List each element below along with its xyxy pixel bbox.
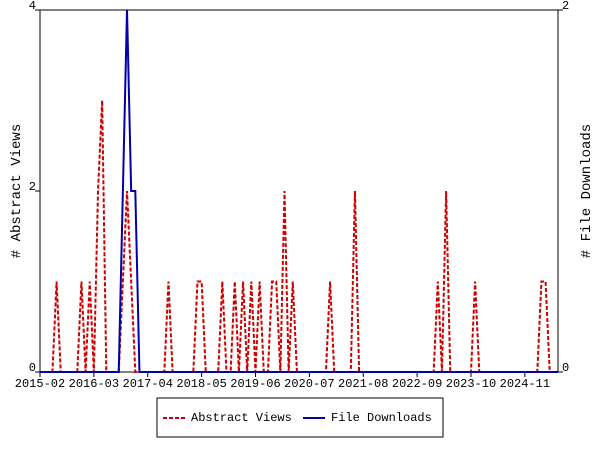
- x-tick-label: 2019-06: [230, 377, 280, 391]
- legend: [156, 397, 444, 438]
- x-tick-label: 2018-05: [176, 377, 226, 391]
- y-tick-label: 0: [29, 361, 36, 375]
- plot-area: [39, 9, 559, 373]
- y-axis-label: # Abstract Views: [9, 124, 25, 258]
- y2-tick-label: 2: [562, 0, 569, 13]
- y2-axis-label: # File Downloads: [579, 124, 595, 258]
- x-tick-label: 2017-04: [123, 377, 173, 391]
- series-line: [40, 9, 558, 373]
- legend-label: File Downloads: [331, 411, 432, 425]
- x-tick-label: 2024-11: [500, 377, 550, 391]
- x-tick-label: 2022-09: [392, 377, 442, 391]
- y2-tick-label: 0: [562, 361, 569, 375]
- x-tick-label: 2023-10: [446, 377, 496, 391]
- x-tick-label: 2015-02: [15, 377, 65, 391]
- x-tick-label: 2016-03: [69, 377, 119, 391]
- x-tick-label: 2021-08: [338, 377, 388, 391]
- legend-label: Abstract Views: [191, 411, 292, 425]
- x-tick-label: 2020-07: [284, 377, 334, 391]
- y-tick-label: 2: [29, 180, 36, 194]
- y-tick-label: 4: [29, 0, 36, 13]
